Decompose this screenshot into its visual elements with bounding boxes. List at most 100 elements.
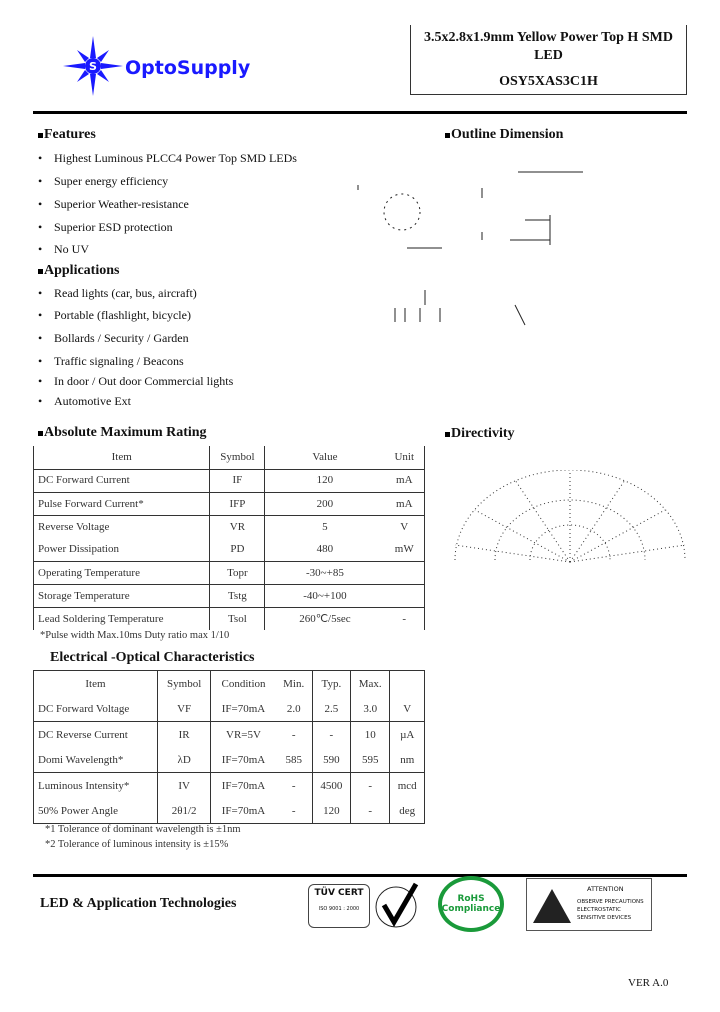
directivity-heading: Directivity: [445, 426, 515, 442]
esd-warning-icon: [533, 889, 571, 923]
eo-table: Item Symbol Condition Min. Typ. Max. DC Forwar…: [33, 670, 425, 824]
polar-arc: [529, 524, 611, 561]
polar-arc: [494, 499, 646, 561]
table-row: Operating Temperature Topr -30~+85: [33, 561, 425, 584]
table-cell: IF=70mA: [221, 779, 266, 792]
column-header: Item: [33, 446, 211, 469]
eo-heading: Electrical -Optical Characteristics: [50, 650, 255, 665]
table-cell: Domi Wavelength*: [33, 747, 158, 773]
table-cell: IFP: [209, 492, 266, 515]
table-row: Lead Soldering Temperature Tsol 260℃/5sec -: [33, 607, 425, 630]
table-cell: -40~+100: [303, 589, 347, 602]
table-cell: IF: [209, 469, 266, 492]
check-certification-icon: [375, 882, 419, 928]
table-cell: V: [400, 520, 409, 533]
table-cell: VR=5V: [226, 728, 261, 741]
table-cell: DC Forward Current: [33, 469, 211, 492]
table-cell: IF=70mA: [221, 702, 266, 715]
table-cell: -: [402, 612, 407, 625]
table-cell: DC Reverse Current: [33, 721, 158, 747]
column-header: Symbol: [209, 446, 266, 469]
application-item: Read lights (car, bus, aircraft): [38, 286, 197, 301]
table-cell: 2.0: [275, 696, 313, 722]
table-cell: -: [275, 798, 313, 824]
table-cell: mA: [396, 497, 413, 510]
table-cell: Reverse Voltage: [33, 515, 211, 538]
abs-max-table: Item Symbol Value Unit: [33, 446, 425, 470]
esd-warning-box: ATTENTION OBSERVE PRECAUTIONS ELECTROSTA…: [526, 878, 652, 931]
eo-note: *1 Tolerance of dominant wavelength is ±…: [45, 824, 241, 835]
application-item: In door / Out door Commercial lights: [38, 374, 233, 389]
esd-line: OBSERVE PRECAUTIONS: [577, 899, 644, 905]
table-cell: -: [275, 721, 313, 747]
table-cell: mW: [394, 543, 414, 556]
abs-max-table-body: DC Forward Current IF 120 mA Pulse Forward C…: [33, 469, 425, 630]
table-cell: deg: [399, 804, 416, 817]
polar-arc: [454, 470, 686, 561]
table-cell: 585: [275, 747, 313, 773]
table-row: 50% Power Angle 2θ1/2 IF=70mA -120- deg: [33, 798, 425, 824]
table-cell: 3.0: [350, 696, 391, 722]
table-cell: [385, 561, 425, 584]
outline-heading: Outline Dimension: [445, 127, 563, 143]
features-heading: Features: [38, 127, 96, 143]
table-row: Pulse Forward Current* IFP 200 mA: [33, 492, 425, 515]
table-cell: -: [350, 772, 391, 798]
table-cell: Tsol: [209, 607, 266, 630]
table-cell: λD: [157, 747, 212, 773]
table-cell: Power Dissipation: [33, 538, 211, 561]
table-cell: IF=70mA: [221, 753, 266, 766]
feature-item: Superior Weather-resistance: [38, 197, 189, 212]
table-cell: Storage Temperature: [33, 584, 211, 607]
title-box: 3.5x2.8x1.9mm Yellow Power Top H SMD LED…: [410, 25, 687, 95]
table-cell: 120: [312, 798, 352, 824]
table-cell: Condition: [221, 677, 266, 690]
footer-divider: [33, 874, 687, 877]
optosupply-logo: S OptoSupply: [60, 35, 275, 97]
table-cell: Operating Temperature: [33, 561, 211, 584]
table-cell: 4500: [312, 772, 352, 798]
table-cell: Lead Soldering Temperature: [33, 607, 211, 630]
table-cell: -30~+85: [306, 566, 344, 579]
table-cell: mcd: [397, 779, 417, 792]
table-cell: 260℃/5sec: [299, 613, 351, 626]
abs-max-heading: Absolute Maximum Rating: [38, 425, 207, 441]
sun-logo-icon: S: [63, 36, 123, 96]
feature-item: Super energy efficiency: [38, 174, 168, 189]
column-header: Unit: [394, 451, 415, 464]
version-label: VER A.0: [628, 977, 669, 989]
table-cell: Max.: [350, 670, 391, 696]
table-cell: Min.: [275, 670, 313, 696]
outline-dimension-drawing: [357, 171, 583, 326]
esd-line: ELECTROSTATIC: [577, 907, 621, 913]
table-cell: Symbol: [157, 670, 212, 696]
table-cell: IV: [157, 772, 212, 798]
application-item: Portable (flashlight, bicycle): [38, 308, 191, 323]
esd-title: ATTENTION: [587, 885, 624, 893]
abs-max-note: *Pulse width Max.10ms Duty ratio max 1/1…: [40, 630, 230, 641]
table-row: Domi Wavelength* λD IF=70mA 585 590 595 nm: [33, 747, 425, 773]
esd-line: SENSITIVE DEVICES: [577, 915, 632, 921]
table-row: Storage Temperature Tstg -40~+100: [33, 584, 425, 607]
table-cell: V: [403, 702, 412, 715]
table-cell: µA: [400, 728, 415, 741]
table-cell: 2θ1/2: [157, 798, 212, 824]
table-cell: Item: [33, 670, 158, 696]
directivity-polar-plot: [454, 470, 686, 563]
table-cell: Typ.: [312, 670, 352, 696]
table-cell: 2.5: [312, 696, 352, 722]
table-cell: 200: [316, 497, 334, 510]
application-item: Automotive Ext: [38, 394, 131, 409]
applications-heading: Applications: [38, 263, 119, 279]
company-tagline: LED & Application Technologies: [40, 896, 237, 911]
table-cell: Tstg: [209, 584, 266, 607]
svg-text:S: S: [89, 60, 97, 73]
table-cell: DC Forward Voltage: [33, 696, 158, 722]
eo-note: *2 Tolerance of luminous intensity is ±1…: [45, 839, 229, 850]
polar-radials: [454, 472, 686, 563]
table-cell: 50% Power Angle: [33, 798, 158, 824]
table-cell: 120: [316, 474, 334, 487]
table-cell: IF=70mA: [221, 804, 266, 817]
table-cell: [390, 671, 425, 697]
product-title-line1: 3.5x2.8x1.9mm Yellow Power Top H SMD: [424, 30, 673, 45]
